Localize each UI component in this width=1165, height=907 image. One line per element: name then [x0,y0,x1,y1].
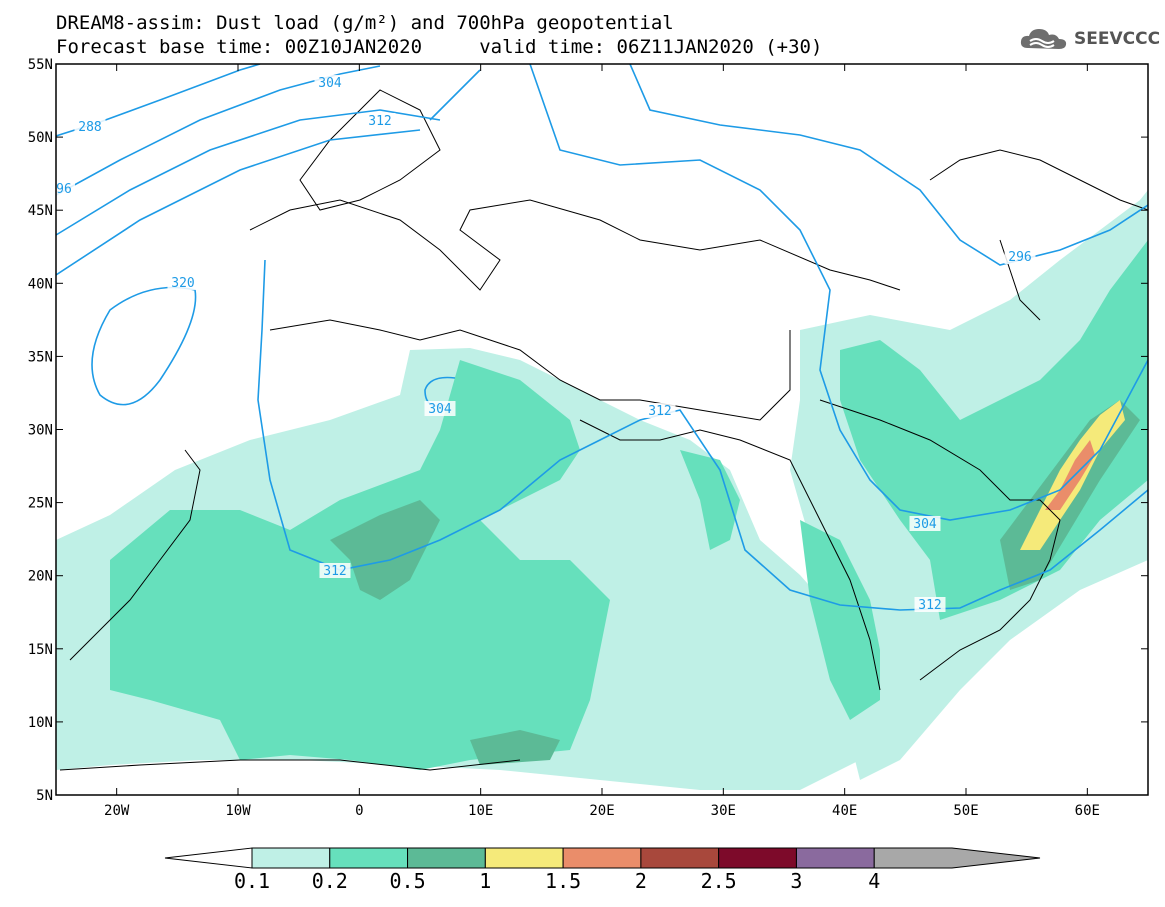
colorbar-swatch [718,847,797,869]
lon-tick-label: 40E [832,803,857,819]
contour-label: 296 [1008,250,1031,265]
lon-tick-label: 0 [355,803,363,819]
colorbar-swatch [407,847,486,869]
colorbar-swatch [873,847,1041,869]
longitude-axis: 20W 10W 0 10E 20E 30E 40E 50E 60E [104,64,1100,819]
colorbar-tick-label: 1.5 [545,869,581,893]
contour-label-bg [364,113,396,128]
contour-label-bg [424,401,456,416]
colorbar-swatch [795,847,875,869]
contour-label: 312 [368,114,391,129]
contour-label: 320 [171,276,194,291]
lon-tick-label: 30E [711,803,736,819]
lat-tick-label: 15N [28,642,53,658]
colorbar-tick-label: 0.5 [389,869,425,893]
contour-label: 304 [318,76,342,91]
contour-label: 312 [648,404,671,419]
colorbar-tick-label: 0.1 [234,869,270,893]
dust-region-orange [1045,440,1095,510]
lon-tick-label: 20E [589,803,614,819]
colorbar-tick-label: 1 [479,869,491,893]
contour-label: 304 [913,517,937,532]
lat-tick-label: 35N [28,349,53,365]
seevccc-logo: SEEVCCC [1018,26,1160,52]
contour-label-bg [319,563,351,578]
contour-label: 288 [78,120,101,135]
lon-tick-label: 20W [104,803,130,819]
contour-label: 312 [918,598,941,613]
contour-label: 96 [56,182,72,197]
colorbar-swatch [640,847,720,869]
lon-tick-label: 60E [1075,803,1100,819]
colorbar-swatch [329,847,409,869]
contour-label-bg [914,597,946,612]
lat-tick-label: 40N [28,276,53,292]
dust-region-mid-redsea [800,520,880,720]
colorbar: 0.1 0.2 0.5 1 1.5 2 2.5 3 4 [164,847,1041,893]
colorbar-under-arrow [164,847,253,869]
contour-label-bg [909,516,941,531]
lon-tick-label: 10E [468,803,493,819]
forecast-time-line: Forecast base time: 00Z10JAN2020 valid t… [56,36,823,58]
dust-load-field [56,190,1148,790]
lat-tick-label: 30N [28,423,53,439]
contour-label-bg [53,181,75,196]
latitude-axis: 55N 50N 45N 40N 35N 30N 25N 20N 15N 10N 5N [28,57,1148,804]
contour-label: 312 [323,564,346,579]
contour-label-bg [314,75,346,90]
lat-tick-label: 5N [36,788,53,804]
lat-tick-label: 10N [28,715,53,731]
lat-tick-label: 25N [28,496,53,512]
colorbar-tick-label: 0.2 [312,869,348,893]
lat-tick-label: 45N [28,203,53,219]
geopotential-contours [56,64,1148,611]
contour-label-bg [1004,249,1036,264]
dust-region-high-niger [470,730,560,765]
contour-label-bg [644,403,676,418]
colorbar-swatch [251,847,331,869]
lat-tick-label: 55N [28,57,53,73]
lon-tick-label: 10W [225,803,251,819]
contour-label-bg [74,119,106,134]
dust-region-mid-libya [680,450,740,550]
lat-tick-label: 20N [28,569,53,585]
logo-text: SEEVCCC [1074,29,1161,49]
lat-tick-label: 50N [28,130,53,146]
colorbar-swatch [484,847,564,869]
cloud-icon [1020,29,1067,49]
colorbar-tick-label: 4 [868,869,880,893]
dust-region-high-sahara [330,500,440,600]
contour-label-bg [167,275,199,290]
contour-label: 304 [428,402,452,417]
colorbar-tick-label: 2.5 [701,869,737,893]
colorbar-tick-label: 2 [635,869,647,893]
colorbar-swatch [562,847,642,869]
map-title: DREAM8-assim: Dust load (g/m²) and 700hP… [56,12,674,34]
colorbar-tick-label: 3 [790,869,802,893]
contour-label-group: 304 288 312 96 320 304 312 296 304 312 312 [53,75,1036,613]
lon-tick-label: 50E [953,803,978,819]
